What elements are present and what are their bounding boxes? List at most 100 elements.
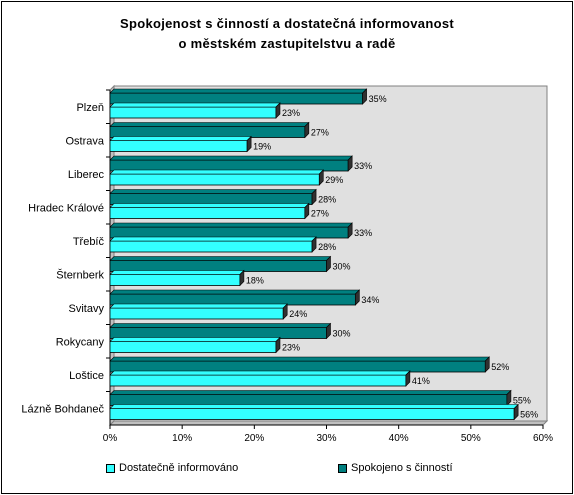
- bar-satisfied-top: [109, 256, 332, 261]
- bar-satisfied-top: [109, 189, 317, 194]
- legend-swatch-informed: [106, 463, 115, 473]
- bar-satisfied-side: [326, 322, 331, 340]
- bar-satisfied-top: [109, 222, 353, 228]
- chart-title: Spokojenost s činností a dostatečná info…: [0, 14, 574, 54]
- x-tick-label: 50%: [461, 433, 481, 444]
- bar-satisfied-top: [109, 122, 310, 127]
- bar-informed-side: [246, 135, 252, 153]
- bar-informed-top: [109, 102, 281, 108]
- bar-satisfied-side: [326, 255, 331, 273]
- bar-satisfied-side: [506, 389, 512, 407]
- bar-satisfied-side: [311, 188, 317, 206]
- bar-satisfied-label: 30%: [333, 329, 351, 339]
- bar-satisfied-top: [109, 155, 353, 161]
- category-label: Plzeň: [76, 102, 104, 114]
- bar-satisfied-label: 34%: [361, 295, 379, 305]
- bar-informed-label: 41%: [412, 376, 430, 386]
- bar-satisfied-label: 35%: [369, 94, 387, 104]
- bar-informed-label: 19%: [253, 142, 271, 152]
- bar-informed-label: 23%: [282, 108, 300, 118]
- x-tick-label: 20%: [244, 433, 264, 444]
- category-label: Lázně Bohdaneč: [21, 403, 104, 415]
- bar-informed-side: [282, 303, 288, 320]
- bar-informed: [109, 307, 284, 320]
- bar-informed-top: [109, 404, 519, 409]
- bar-satisfied-label: 33%: [354, 228, 372, 238]
- bar-informed: [109, 341, 277, 353]
- bar-informed-side: [239, 269, 245, 287]
- category-label: Svitavy: [69, 303, 105, 315]
- bar-informed-side: [275, 336, 281, 354]
- legend-swatch-satisfied: [338, 463, 347, 473]
- bar-satisfied: [109, 327, 327, 339]
- category-label: Ostrava: [65, 135, 104, 147]
- bar-informed-side: [304, 202, 310, 220]
- bar-satisfied: [109, 193, 313, 205]
- bar-informed-top: [109, 303, 288, 309]
- bar-satisfied-top: [109, 323, 332, 328]
- legend-label-satisfied: Spokojeno s činností: [351, 462, 453, 474]
- bar-satisfied: [109, 293, 356, 306]
- bar-informed-label: 27%: [311, 209, 329, 219]
- bar-satisfied-top: [109, 390, 512, 395]
- bar-satisfied-label: 33%: [354, 161, 372, 171]
- bar-informed: [109, 106, 277, 119]
- bar-informed-top: [109, 337, 281, 342]
- legend-item-informed: Dostatečně informováno: [106, 462, 238, 474]
- bar-satisfied: [109, 360, 486, 373]
- bar-satisfied-side: [347, 222, 353, 239]
- bar-informed-label: 28%: [318, 242, 336, 252]
- category-label: Šternberk: [56, 268, 104, 281]
- bar-satisfied-side: [355, 289, 360, 306]
- bar-informed-label: 23%: [282, 343, 300, 353]
- bar-informed: [109, 374, 407, 387]
- bar-informed-top: [109, 136, 252, 141]
- bar-satisfied-side: [304, 121, 310, 139]
- bar-informed-top: [109, 236, 317, 242]
- bar-informed-top: [109, 203, 310, 208]
- bar-informed-top: [109, 370, 411, 376]
- bar-informed-side: [275, 102, 281, 119]
- bar-informed-top: [109, 270, 245, 275]
- bar-informed-top: [109, 169, 325, 175]
- legend-item-satisfied: Spokojeno s činností: [338, 462, 453, 474]
- bar-satisfied-top: [109, 356, 490, 362]
- bar-informed-side: [318, 169, 324, 186]
- bar-satisfied-label: 27%: [311, 128, 329, 138]
- bar-satisfied: [109, 394, 508, 406]
- category-label: Hradec Králové: [28, 202, 104, 214]
- bar-informed-label: 56%: [520, 410, 538, 420]
- x-tick-label: 40%: [389, 433, 409, 444]
- bar-informed-side: [311, 236, 317, 253]
- bar-satisfied: [109, 159, 349, 172]
- x-tick-label: 10%: [172, 433, 192, 444]
- x-tick-label: 0%: [103, 433, 118, 444]
- bar-satisfied-label: 55%: [513, 396, 531, 406]
- bar-informed-side: [513, 403, 519, 421]
- bar-satisfied: [109, 260, 327, 272]
- bar-satisfied: [109, 226, 349, 239]
- bar-informed-side: [405, 370, 411, 387]
- plot-floor: [108, 420, 549, 426]
- x-tick-label: 30%: [316, 433, 336, 444]
- bar-satisfied-label: 52%: [491, 362, 509, 372]
- bar-informed: [109, 207, 306, 219]
- bar-satisfied-side: [362, 88, 367, 105]
- category-label: Loštice: [69, 370, 104, 382]
- chart-title-line1: Spokojenost s činností a dostatečná info…: [120, 16, 454, 31]
- bar-satisfied: [109, 92, 363, 105]
- bar-informed: [109, 240, 313, 253]
- bar-satisfied-label: 28%: [318, 195, 336, 205]
- bar-informed-label: 24%: [289, 309, 307, 319]
- x-tick-label: 60%: [533, 433, 553, 444]
- bar-satisfied: [109, 126, 306, 138]
- bar-informed-label: 29%: [325, 175, 343, 185]
- bar-informed: [109, 140, 248, 152]
- category-label: Rokycany: [56, 336, 105, 348]
- bar-informed: [109, 173, 320, 186]
- bar-satisfied-side: [347, 155, 353, 172]
- bar-satisfied-label: 30%: [333, 262, 351, 272]
- category-label: Třebíč: [73, 236, 105, 248]
- bar-informed: [109, 274, 241, 286]
